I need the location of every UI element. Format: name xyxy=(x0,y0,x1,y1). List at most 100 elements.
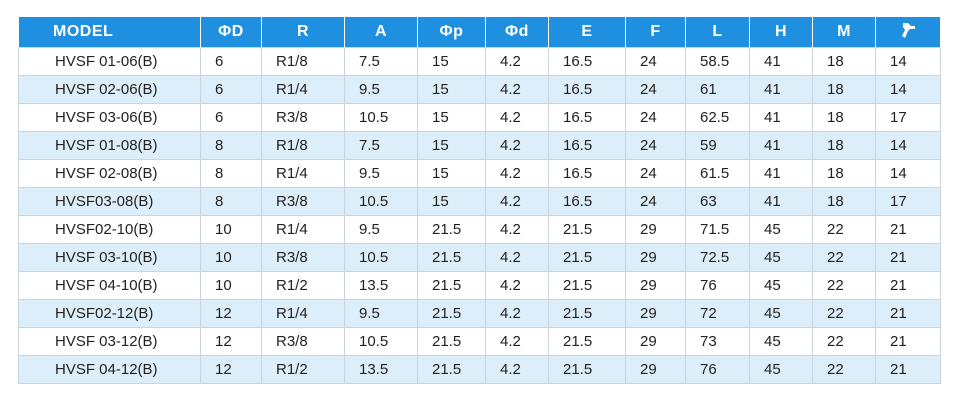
cell-h: 45 xyxy=(749,271,813,300)
cell-f: 29 xyxy=(625,215,686,244)
header-a: A xyxy=(344,17,418,48)
cell-phi-d: 4.2 xyxy=(485,75,549,104)
cell-outer-diameter: 10 xyxy=(200,271,262,300)
table-header-row: MODEL ΦD R A Φp Φd E F L H M xyxy=(18,17,941,48)
cell-a: 9.5 xyxy=(344,299,418,328)
header-phi-d: Φd xyxy=(485,17,549,48)
cell-phi-p: 15 xyxy=(417,103,486,132)
cell-thread: R1/4 xyxy=(261,159,345,188)
cell-f: 29 xyxy=(625,355,686,384)
cell-m: 22 xyxy=(812,327,876,356)
cell-a: 10.5 xyxy=(344,187,418,216)
cell-thread: R1/4 xyxy=(261,75,345,104)
cell-wrench-size: 14 xyxy=(875,131,941,160)
cell-h: 41 xyxy=(749,187,813,216)
cell-model: HVSF03-08(B) xyxy=(18,187,201,216)
cell-model: HVSF 02-08(B) xyxy=(18,159,201,188)
cell-phi-p: 15 xyxy=(417,187,486,216)
table-row: HVSF03-08(B) 8 R3/8 10.5 15 4.2 16.5 24 63 41 18 17 xyxy=(18,187,941,216)
cell-m: 22 xyxy=(812,243,876,272)
cell-phi-d: 4.2 xyxy=(485,243,549,272)
cell-wrench-size: 17 xyxy=(875,103,941,132)
cell-f: 24 xyxy=(625,159,686,188)
cell-model: HVSF 01-08(B) xyxy=(18,131,201,160)
cell-l: 71.5 xyxy=(685,215,750,244)
cell-wrench-size: 21 xyxy=(875,355,941,384)
cell-outer-diameter: 8 xyxy=(200,131,262,160)
cell-wrench-size: 21 xyxy=(875,299,941,328)
cell-e: 21.5 xyxy=(548,355,626,384)
table-row: HVSF 03-12(B) 12 R3/8 10.5 21.5 4.2 21.5 29 73 45… xyxy=(18,327,941,356)
cell-h: 41 xyxy=(749,75,813,104)
header-l: L xyxy=(685,17,750,48)
cell-phi-d: 4.2 xyxy=(485,131,549,160)
cell-m: 18 xyxy=(812,159,876,188)
cell-f: 29 xyxy=(625,271,686,300)
cell-phi-d: 4.2 xyxy=(485,103,549,132)
cell-l: 72 xyxy=(685,299,750,328)
cell-f: 24 xyxy=(625,187,686,216)
cell-thread: R3/8 xyxy=(261,243,345,272)
cell-h: 45 xyxy=(749,327,813,356)
cell-f: 24 xyxy=(625,75,686,104)
cell-thread: R1/4 xyxy=(261,299,345,328)
cell-a: 10.5 xyxy=(344,243,418,272)
cell-thread: R3/8 xyxy=(261,187,345,216)
cell-wrench-size: 17 xyxy=(875,187,941,216)
cell-h: 45 xyxy=(749,299,813,328)
cell-l: 59 xyxy=(685,131,750,160)
cell-e: 16.5 xyxy=(548,103,626,132)
cell-m: 22 xyxy=(812,271,876,300)
cell-a: 9.5 xyxy=(344,159,418,188)
cell-e: 16.5 xyxy=(548,75,626,104)
cell-e: 16.5 xyxy=(548,187,626,216)
header-h: H xyxy=(749,17,813,48)
table-row: HVSF 02-08(B) 8 R1/4 9.5 15 4.2 16.5 24 61.5 41 18… xyxy=(18,159,941,188)
table-row: HVSF02-12(B) 12 R1/4 9.5 21.5 4.2 21.5 29 72 45 22… xyxy=(18,299,941,328)
cell-outer-diameter: 12 xyxy=(200,355,262,384)
cell-a: 9.5 xyxy=(344,75,418,104)
cell-wrench-size: 21 xyxy=(875,327,941,356)
cell-phi-p: 21.5 xyxy=(417,271,486,300)
cell-phi-p: 15 xyxy=(417,159,486,188)
cell-model: HVSF 01-06(B) xyxy=(18,47,201,76)
cell-phi-p: 21.5 xyxy=(417,327,486,356)
cell-phi-p: 15 xyxy=(417,75,486,104)
cell-wrench-size: 21 xyxy=(875,215,941,244)
cell-phi-p: 21.5 xyxy=(417,299,486,328)
cell-e: 16.5 xyxy=(548,47,626,76)
cell-phi-p: 15 xyxy=(417,131,486,160)
cell-a: 10.5 xyxy=(344,103,418,132)
cell-m: 18 xyxy=(812,103,876,132)
cell-phi-p: 21.5 xyxy=(417,243,486,272)
cell-a: 13.5 xyxy=(344,355,418,384)
cell-f: 24 xyxy=(625,103,686,132)
cell-phi-p: 21.5 xyxy=(417,215,486,244)
cell-f: 29 xyxy=(625,243,686,272)
cell-l: 58.5 xyxy=(685,47,750,76)
cell-outer-diameter: 12 xyxy=(200,327,262,356)
cell-thread: R1/2 xyxy=(261,355,345,384)
cell-wrench-size: 14 xyxy=(875,75,941,104)
cell-model: HVSF02-10(B) xyxy=(18,215,201,244)
cell-phi-d: 4.2 xyxy=(485,187,549,216)
cell-wrench-size: 21 xyxy=(875,243,941,272)
cell-wrench-size: 14 xyxy=(875,159,941,188)
cell-model: HVSF 03-12(B) xyxy=(18,327,201,356)
header-e: E xyxy=(548,17,626,48)
cell-thread: R1/8 xyxy=(261,47,345,76)
cell-phi-p: 21.5 xyxy=(417,355,486,384)
cell-outer-diameter: 10 xyxy=(200,243,262,272)
cell-l: 72.5 xyxy=(685,243,750,272)
cell-e: 21.5 xyxy=(548,327,626,356)
cell-e: 16.5 xyxy=(548,131,626,160)
cell-a: 7.5 xyxy=(344,47,418,76)
cell-phi-d: 4.2 xyxy=(485,47,549,76)
cell-model: HVSF 04-10(B) xyxy=(18,271,201,300)
cell-l: 61 xyxy=(685,75,750,104)
cell-h: 45 xyxy=(749,215,813,244)
cell-e: 21.5 xyxy=(548,299,626,328)
cell-f: 24 xyxy=(625,47,686,76)
cell-e: 21.5 xyxy=(548,271,626,300)
cell-l: 73 xyxy=(685,327,750,356)
